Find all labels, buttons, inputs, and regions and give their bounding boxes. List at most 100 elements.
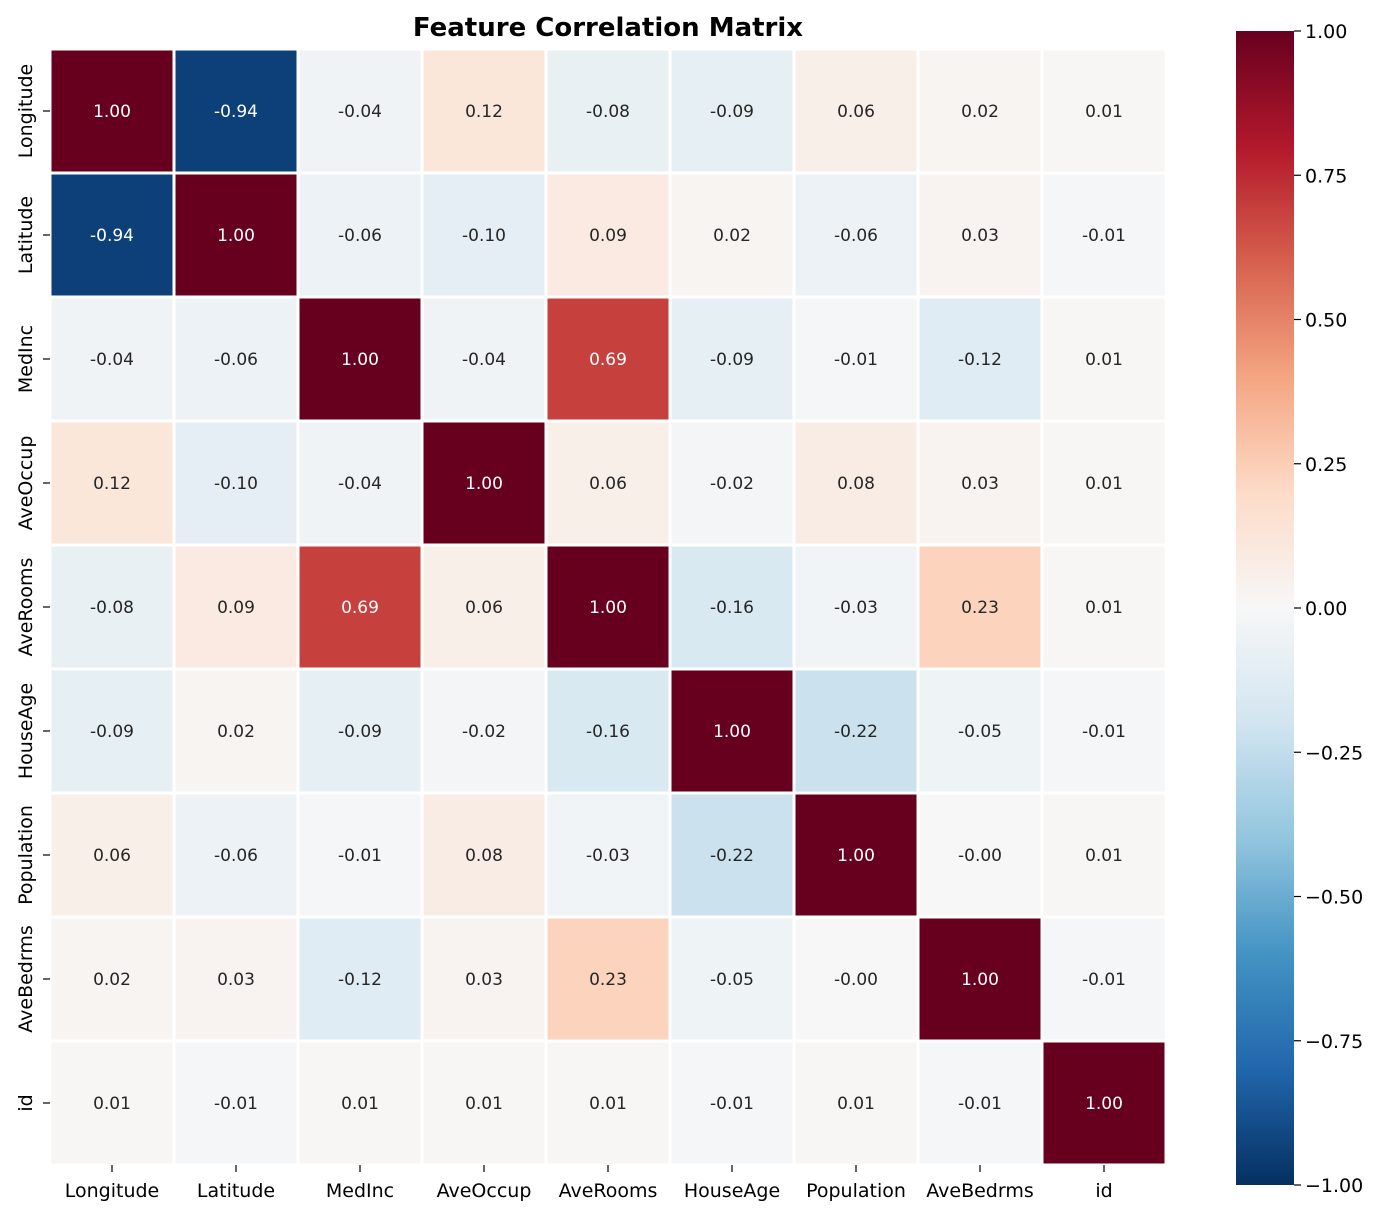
- cell-value-label: -0.06: [214, 350, 258, 370]
- heatmap-cell-longitude-latitude: [172, 47, 300, 175]
- heatmap-cell-houseage-houseage: [668, 667, 796, 795]
- colorbar-tick-label: 1.00: [1305, 21, 1347, 43]
- cell-value-label: 0.02: [93, 970, 131, 990]
- heatmap-cell-medinc-aveoccup: [420, 295, 548, 423]
- cell-value-label: 0.03: [465, 970, 503, 990]
- heatmap-cell-avebedrms-id: [1040, 915, 1168, 1043]
- cell-value-label: -0.09: [710, 350, 754, 370]
- heatmap-cell-latitude-avebedrms: [916, 171, 1044, 299]
- cell-value-label: -0.94: [90, 226, 134, 246]
- cell-value-label: -0.01: [214, 1094, 258, 1114]
- x-tick-label-latitude: Latitude: [197, 1180, 275, 1202]
- cell-value-label: -0.03: [834, 598, 878, 618]
- heatmap-cells: 1.00 -0.94 -0.04 0.12 -0.08 -0.09 0.06 0.02 0.01…: [48, 47, 1168, 1167]
- cell-value-label: -0.16: [586, 722, 630, 742]
- cell-value-label: 0.01: [1085, 474, 1123, 494]
- x-tick-label-id: id: [1095, 1180, 1112, 1202]
- cell-value-label: 0.06: [93, 846, 131, 866]
- heatmap-cell-longitude-houseage: [668, 47, 796, 175]
- y-tick-label-houseage: HouseAge: [15, 683, 37, 779]
- y-tick-label-latitude: Latitude: [15, 196, 37, 274]
- cell-value-label: -0.10: [214, 474, 258, 494]
- cell-value-label: -0.02: [710, 474, 754, 494]
- x-tick-label-averooms: AveRooms: [559, 1180, 658, 1202]
- cell-value-label: -0.08: [90, 598, 134, 618]
- cell-value-label: 0.06: [589, 474, 627, 494]
- cell-value-label: 1.00: [93, 102, 131, 122]
- x-axis: Longitude Latitude MedInc AveOccup AveRooms H…: [65, 1165, 1113, 1202]
- cell-value-label: -0.05: [958, 722, 1002, 742]
- cell-value-label: 0.06: [837, 102, 875, 122]
- cell-value-label: 0.09: [217, 598, 255, 618]
- cell-value-label: -0.02: [462, 722, 506, 742]
- heatmap-cell-averooms-population: [792, 543, 920, 671]
- y-tick-label-aveoccup: AveOccup: [15, 436, 37, 531]
- cell-value-label: 0.12: [465, 102, 503, 122]
- heatmap-cell-latitude-longitude: [48, 171, 176, 299]
- cell-value-label: 0.01: [1085, 846, 1123, 866]
- cell-value-label: -0.05: [710, 970, 754, 990]
- y-tick-label-population: Population: [15, 805, 37, 905]
- colorbar: 1.00 0.75 0.50 0.25 0.00 −0.25 −0.50 −0.75 −1.00: [1236, 21, 1363, 1197]
- colorbar-tick-label: −1.00: [1305, 1175, 1363, 1197]
- heatmap-cell-houseage-id: [1040, 667, 1168, 795]
- heatmap-cell-aveoccup-latitude: [172, 419, 300, 547]
- cell-value-label: 0.23: [961, 598, 999, 618]
- y-tick-label-averooms: AveRooms: [15, 558, 37, 657]
- heatmap-cell-id-longitude: [48, 1039, 176, 1167]
- heatmap-cell-population-population: [792, 791, 920, 919]
- cell-value-label: 0.69: [341, 598, 379, 618]
- cell-value-label: 0.02: [217, 722, 255, 742]
- cell-value-label: -0.01: [1082, 970, 1126, 990]
- cell-value-label: 0.01: [589, 1094, 627, 1114]
- cell-value-label: -0.01: [958, 1094, 1002, 1114]
- heatmap-cell-houseage-medinc: [296, 667, 424, 795]
- colorbar-tick-label: 0.00: [1305, 598, 1347, 620]
- heatmap-cell-population-averooms: [544, 791, 672, 919]
- colorbar-tick-label: 0.75: [1305, 165, 1347, 187]
- cell-value-label: -0.04: [338, 102, 382, 122]
- cell-value-label: 0.01: [465, 1094, 503, 1114]
- heatmap-cell-medinc-latitude: [172, 295, 300, 423]
- cell-value-label: -0.22: [834, 722, 878, 742]
- heatmap-cell-medinc-longitude: [48, 295, 176, 423]
- heatmap-cell-aveoccup-id: [1040, 419, 1168, 547]
- heatmap-cell-latitude-averooms: [544, 171, 672, 299]
- cell-value-label: -0.06: [214, 846, 258, 866]
- cell-value-label: -0.08: [586, 102, 630, 122]
- cell-value-label: 1.00: [465, 474, 503, 494]
- y-axis: Longitude Latitude MedInc AveOccup AveRooms H…: [15, 64, 50, 1112]
- heatmap-cell-avebedrms-medinc: [296, 915, 424, 1043]
- cell-value-label: 0.03: [217, 970, 255, 990]
- heatmap-cell-id-aveoccup: [420, 1039, 548, 1167]
- cell-value-label: 1.00: [589, 598, 627, 618]
- cell-value-label: -0.09: [710, 102, 754, 122]
- colorbar-gradient: [1236, 31, 1294, 1185]
- x-tick-label-population: Population: [806, 1180, 906, 1202]
- cell-value-label: 0.03: [961, 226, 999, 246]
- y-tick-label-longitude: Longitude: [15, 64, 37, 159]
- cell-value-label: 1.00: [961, 970, 999, 990]
- heatmap-cell-id-houseage: [668, 1039, 796, 1167]
- colorbar-tick-label: −0.25: [1305, 742, 1363, 764]
- cell-value-label: -0.01: [1082, 722, 1126, 742]
- heatmap-cell-averooms-houseage: [668, 543, 796, 671]
- cell-value-label: 0.01: [1085, 350, 1123, 370]
- cell-value-label: -0.06: [834, 226, 878, 246]
- cell-value-label: 1.00: [713, 722, 751, 742]
- cell-value-label: 0.01: [1085, 598, 1123, 618]
- cell-value-label: -0.09: [338, 722, 382, 742]
- heatmap-cell-houseage-averooms: [544, 667, 672, 795]
- heatmap-cell-latitude-population: [792, 171, 920, 299]
- heatmap-cell-avebedrms-population: [792, 915, 920, 1043]
- heatmap-cell-population-latitude: [172, 791, 300, 919]
- heatmap-cell-latitude-medinc: [296, 171, 424, 299]
- heatmap-cell-houseage-longitude: [48, 667, 176, 795]
- cell-value-label: 0.08: [465, 846, 503, 866]
- x-tick-label-houseage: HouseAge: [684, 1180, 780, 1202]
- cell-value-label: -0.01: [338, 846, 382, 866]
- x-tick-label-medinc: MedInc: [326, 1180, 394, 1202]
- cell-value-label: 0.01: [341, 1094, 379, 1114]
- cell-value-label: 0.69: [589, 350, 627, 370]
- cell-value-label: 0.03: [961, 474, 999, 494]
